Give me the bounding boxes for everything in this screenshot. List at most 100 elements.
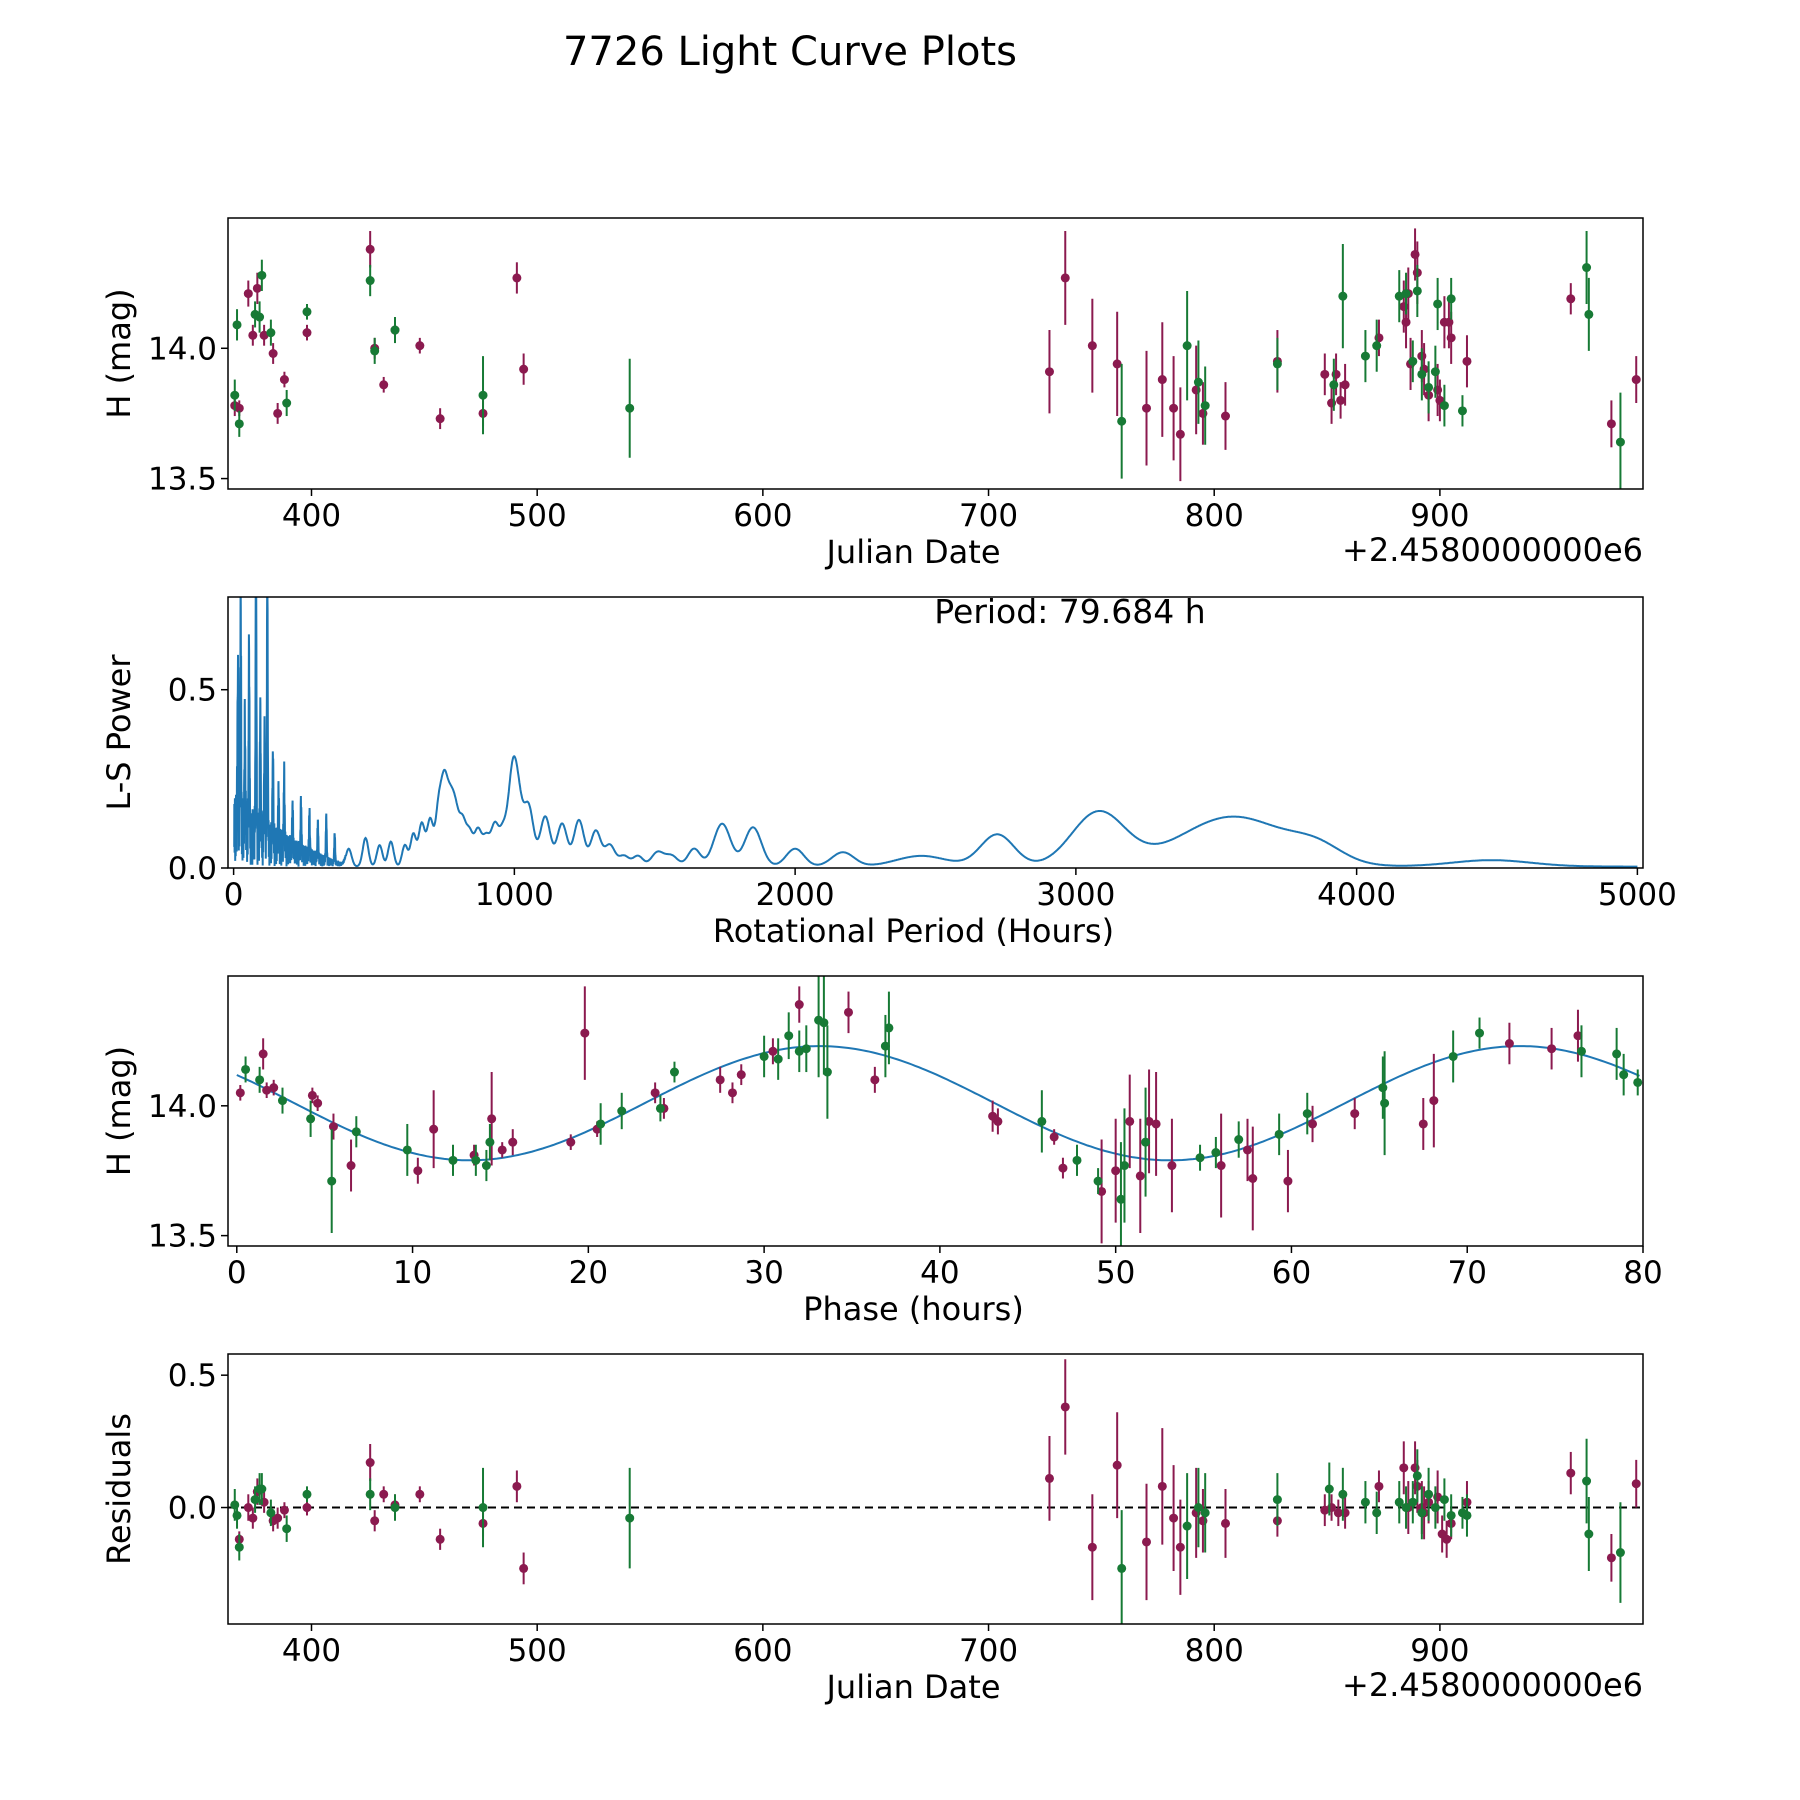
residuals-data-point — [519, 1563, 529, 1573]
lightcurve-data-point — [365, 244, 375, 254]
lightcurve-data-point — [252, 283, 262, 293]
phased-data-point — [794, 1000, 804, 1010]
residuals-data-point — [1412, 1471, 1422, 1481]
lightcurve-data-point — [302, 328, 312, 338]
lightcurve-data-point — [234, 419, 244, 429]
phased-data-point — [1429, 1096, 1439, 1106]
phased-data-point — [1234, 1135, 1244, 1145]
phased-data-point — [313, 1098, 323, 1108]
phased-data-point — [1248, 1174, 1258, 1183]
lightcurve-data-point — [512, 273, 522, 283]
residuals-data-point — [1606, 1553, 1616, 1563]
periodogram-ytick-label: 0.0 — [168, 851, 217, 887]
residuals-data-point — [1615, 1548, 1625, 1558]
residuals-data-point — [1566, 1468, 1576, 1478]
residuals-plot-area — [228, 1359, 1643, 1624]
residuals-data-point — [1169, 1513, 1179, 1523]
lightcurve-data-point — [1424, 382, 1434, 392]
phased-data-point — [448, 1155, 458, 1165]
residuals-data-point — [1446, 1510, 1456, 1520]
residuals-data-point — [1417, 1508, 1427, 1518]
lightcurve-xtick-label: 800 — [1185, 498, 1244, 534]
residuals-data-point — [1408, 1497, 1418, 1507]
residuals-data-point — [1582, 1476, 1592, 1486]
residuals-series-green — [230, 1438, 1625, 1624]
residuals-data-point — [1060, 1402, 1070, 1412]
phased-data-point — [402, 1145, 412, 1155]
lightcurve-data-point — [1142, 403, 1152, 413]
residuals-ytick-label: 0.5 — [168, 1358, 217, 1394]
lightcurve-data-point — [1566, 294, 1576, 304]
residuals-data-point — [282, 1524, 292, 1534]
residuals-data-point — [243, 1503, 253, 1513]
phased-xlabel: Phase (hours) — [803, 1290, 1024, 1328]
periodogram-power-curve — [233, 597, 1638, 868]
lightcurve-data-point — [1112, 359, 1122, 369]
lightcurve-data-point — [625, 403, 635, 413]
lightcurve-series-green — [230, 231, 1625, 489]
phased-data-point — [768, 1046, 778, 1056]
periodogram-panel: 0 1000 2000 3000 4000 5000 0.0 0.5 Rotational Pe… — [100, 592, 1677, 950]
residuals-data-point — [1117, 1563, 1127, 1573]
lightcurve-data-point — [243, 289, 253, 299]
lightcurve-data-point — [1272, 359, 1282, 369]
phased-data-point — [1111, 1166, 1121, 1176]
phased-ylabel: H (mag) — [100, 1046, 138, 1176]
residuals-data-point — [1333, 1508, 1343, 1518]
phased-data-point — [241, 1064, 251, 1074]
residuals-data-point — [1220, 1518, 1230, 1528]
phased-series-green — [241, 976, 1643, 1246]
phased-data-point — [870, 1075, 880, 1085]
lightcurve-data-point — [1360, 351, 1370, 361]
phased-data-point — [1619, 1070, 1629, 1080]
lightcurve-data-point — [1584, 309, 1594, 319]
residuals-panel: 400 500 600 700 800 900 0.0 0.5 Julian Date Resid… — [100, 1353, 1644, 1706]
lightcurve-data-point — [266, 328, 276, 338]
phased-data-point — [727, 1088, 737, 1098]
phased-data-point — [993, 1116, 1003, 1126]
residuals-data-point — [1399, 1463, 1409, 1473]
residuals-data-point — [1338, 1489, 1348, 1499]
phased-data-point — [794, 1046, 804, 1056]
lightcurve-data-point — [1631, 375, 1641, 385]
phased-data-point — [655, 1103, 665, 1113]
residuals-data-point — [248, 1513, 258, 1523]
periodogram-xtick-label: 5000 — [1598, 877, 1677, 913]
residuals-xlabel: Julian Date — [824, 1668, 1000, 1706]
residuals-data-point — [379, 1489, 389, 1499]
lightcurve-data-point — [255, 312, 265, 322]
phased-data-point — [485, 1137, 495, 1147]
residuals-ytick-label: 0.0 — [168, 1491, 217, 1527]
periodogram-xtick-label: 3000 — [1036, 877, 1115, 913]
lightcurve-data-point — [1433, 299, 1443, 309]
phased-data-point — [327, 1176, 337, 1186]
residuals-data-point — [234, 1542, 244, 1552]
phased-data-point — [759, 1051, 769, 1061]
phased-data-point — [1612, 1049, 1622, 1059]
lightcurve-data-point — [282, 398, 292, 408]
phased-data-point — [1302, 1109, 1312, 1119]
lightcurve-data-point — [365, 276, 375, 286]
phased-data-point — [1378, 1083, 1388, 1093]
phased-data-point — [580, 1028, 590, 1038]
phased-data-point — [262, 1085, 272, 1095]
residuals-data-point — [370, 1516, 380, 1526]
residuals-data-point — [1401, 1503, 1411, 1513]
lightcurve-ylabel: H (mag) — [100, 288, 138, 418]
lightcurve-data-point — [1394, 291, 1404, 301]
residuals-xtick-label: 900 — [1410, 1633, 1469, 1669]
phased-data-point — [880, 1041, 890, 1051]
phased-panel: 0 10 20 30 40 50 60 70 80 13.5 14.0 Phase (hours) H … — [100, 975, 1663, 1328]
lightcurve-ytick-label: 14.0 — [148, 331, 217, 367]
phased-xtick-label: 10 — [393, 1255, 432, 1291]
residuals-data-point — [1360, 1497, 1370, 1507]
residuals-xtick-label: 700 — [959, 1633, 1018, 1669]
phased-data-point — [1167, 1161, 1177, 1171]
lightcurve-data-point — [1193, 377, 1203, 387]
phased-ytick-label: 13.5 — [148, 1219, 217, 1255]
phased-data-point — [258, 1049, 268, 1059]
phased-data-point — [481, 1161, 491, 1171]
residuals-data-point — [1439, 1495, 1449, 1505]
phased-ytick-label: 14.0 — [148, 1089, 217, 1125]
